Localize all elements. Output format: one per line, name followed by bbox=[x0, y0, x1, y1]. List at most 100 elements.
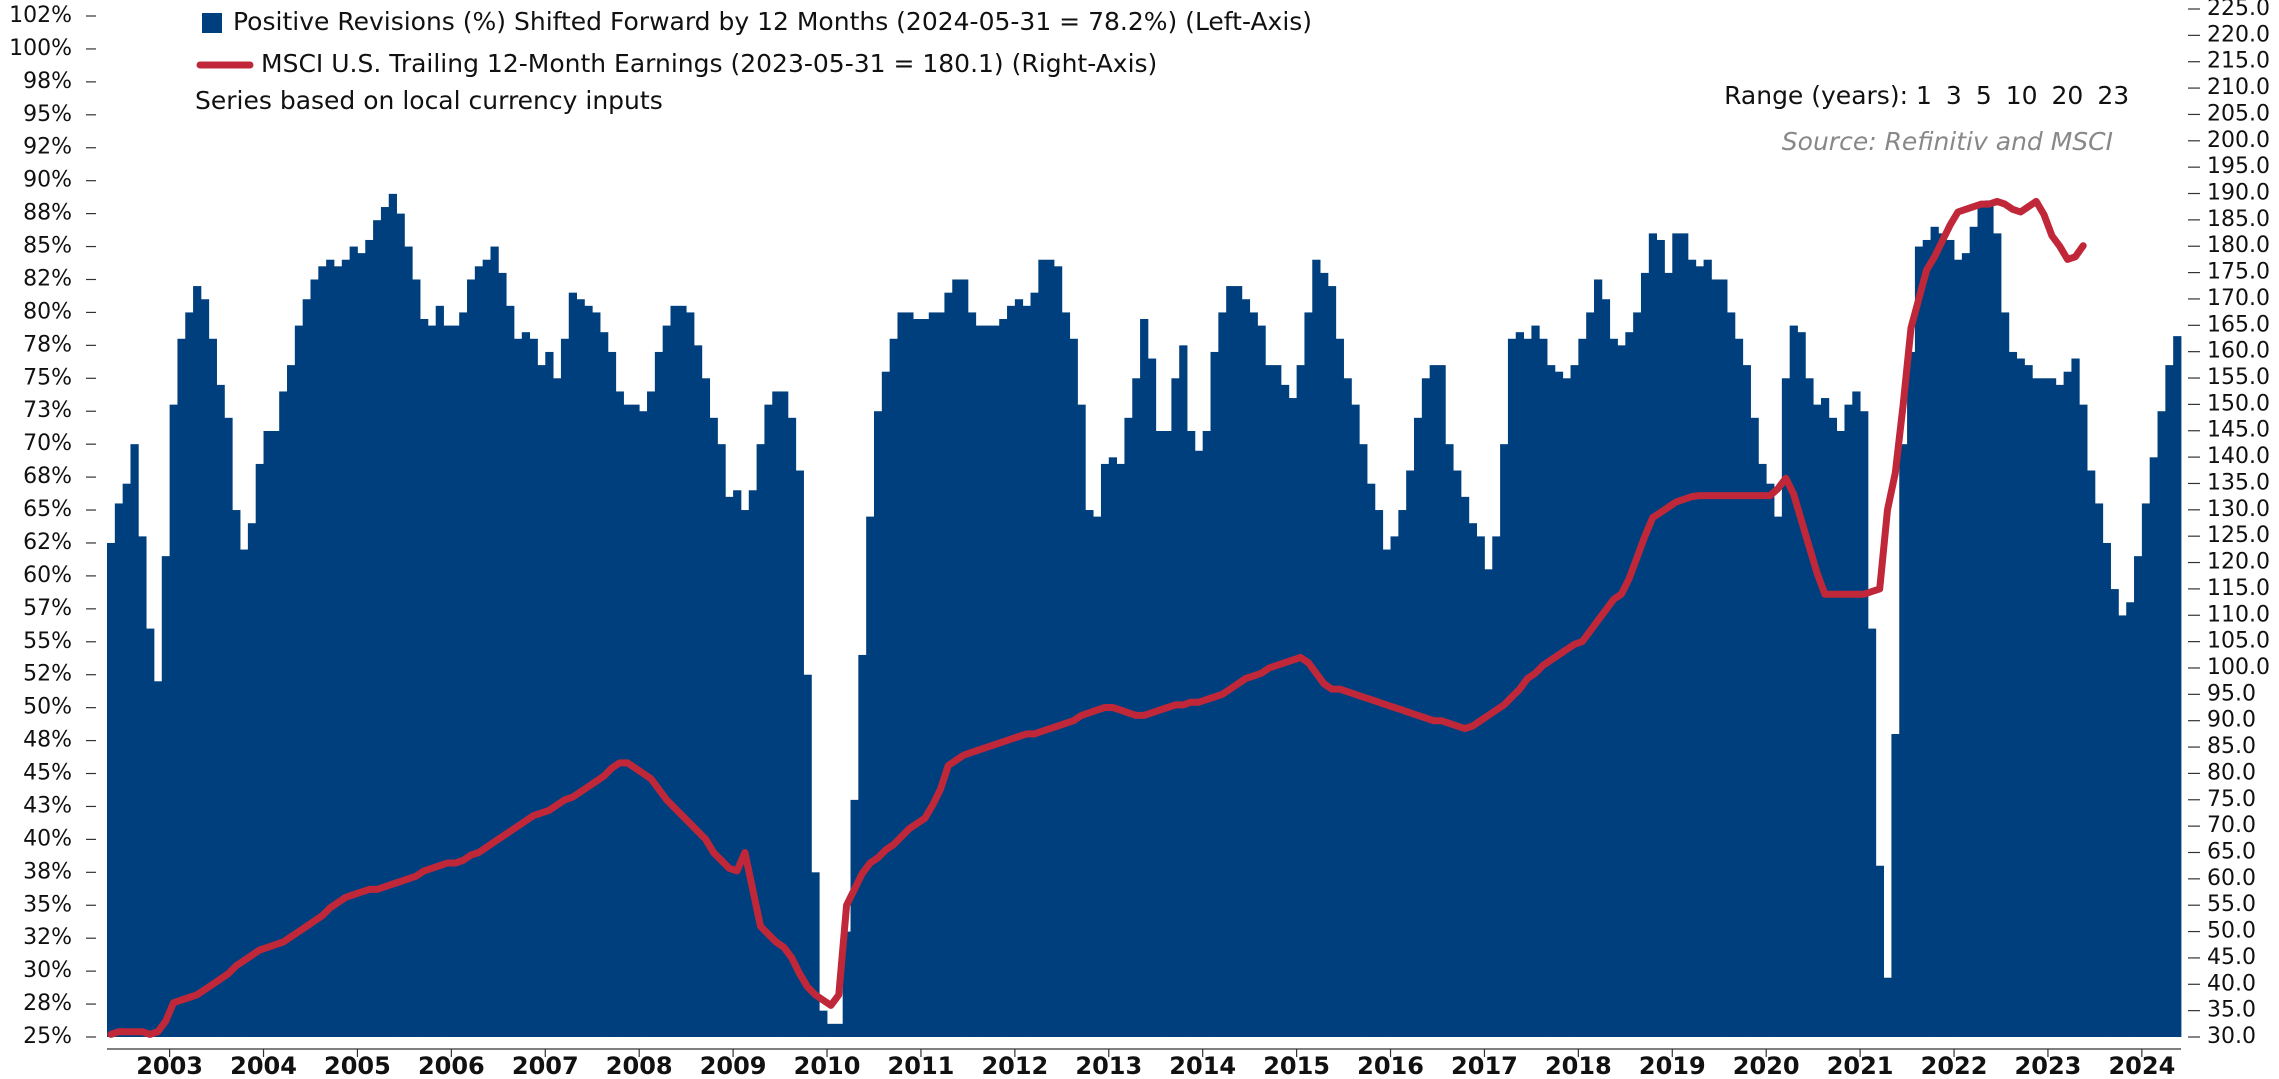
bar bbox=[1907, 351, 1916, 1038]
bar bbox=[435, 305, 444, 1037]
bar bbox=[1374, 510, 1384, 1038]
range-button[interactable]: 5 bbox=[1976, 81, 1992, 110]
bar bbox=[2126, 602, 2135, 1037]
x-tick-label: 2009 bbox=[700, 1052, 767, 1079]
range-label: Range (years): bbox=[1724, 81, 1908, 110]
bar bbox=[1680, 233, 1689, 1037]
bar bbox=[2016, 358, 2025, 1037]
bar bbox=[1046, 259, 1055, 1037]
bar bbox=[1280, 384, 1290, 1037]
bar bbox=[1218, 312, 1227, 1038]
y2-tick-label: 150.0 bbox=[2207, 391, 2270, 416]
range-button[interactable]: 3 bbox=[1946, 81, 1962, 110]
bar bbox=[443, 325, 452, 1038]
bar bbox=[1899, 444, 1908, 1038]
bar bbox=[122, 483, 131, 1038]
y2-tick-label: 190.0 bbox=[2207, 181, 2270, 206]
range-button[interactable]: 1 bbox=[1916, 81, 1932, 110]
bar bbox=[670, 305, 679, 1037]
bar bbox=[1241, 299, 1251, 1038]
range-button[interactable]: 10 bbox=[2006, 81, 2038, 110]
y2-tick-label: 180.0 bbox=[2207, 233, 2270, 258]
bar bbox=[1484, 569, 1493, 1037]
bar bbox=[1938, 233, 1947, 1037]
bar bbox=[1390, 536, 1399, 1037]
bar bbox=[287, 365, 296, 1038]
bar bbox=[787, 417, 797, 1038]
y-tick-label: 43% bbox=[23, 793, 72, 818]
y2-tick-label: 100.0 bbox=[2207, 655, 2270, 680]
y-tick-label: 62% bbox=[23, 530, 72, 555]
bar bbox=[717, 444, 726, 1038]
y2-tick-label: 145.0 bbox=[2207, 418, 2270, 443]
x-tick-label: 2012 bbox=[981, 1052, 1048, 1079]
bar bbox=[1406, 470, 1415, 1038]
y-tick-label: 90% bbox=[23, 168, 72, 193]
bar bbox=[1163, 430, 1172, 1038]
line bbox=[107, 197, 2087, 1038]
y2-tick-label: 55.0 bbox=[2207, 892, 2256, 917]
bar bbox=[952, 279, 961, 1037]
bar bbox=[1507, 338, 1517, 1038]
bar bbox=[1351, 404, 1360, 1038]
bar bbox=[1797, 332, 1806, 1037]
bar bbox=[654, 351, 664, 1038]
x-tick-label: 2010 bbox=[794, 1052, 861, 1079]
bar bbox=[678, 305, 687, 1037]
bar bbox=[1954, 259, 1963, 1037]
bar bbox=[1844, 404, 1853, 1038]
bar bbox=[427, 325, 437, 1038]
bar bbox=[686, 312, 695, 1038]
y-tick-label: 102% bbox=[9, 3, 72, 28]
y2-tick-label: 155.0 bbox=[2207, 365, 2270, 390]
y2-tick-label: 140.0 bbox=[2207, 444, 2270, 469]
bar bbox=[1703, 259, 1712, 1037]
y-tick-label: 85% bbox=[23, 234, 72, 259]
range-button[interactable]: 20 bbox=[2052, 81, 2084, 110]
bar bbox=[161, 556, 171, 1037]
bar bbox=[1523, 338, 1532, 1038]
bar bbox=[1124, 417, 1133, 1038]
bar bbox=[365, 239, 374, 1037]
bar bbox=[114, 503, 124, 1037]
bar bbox=[310, 279, 319, 1037]
bar bbox=[1820, 398, 1830, 1037]
range-button[interactable]: 23 bbox=[2097, 81, 2129, 110]
bar bbox=[1993, 233, 2002, 1037]
y2-tick-label: 125.0 bbox=[2207, 523, 2270, 548]
bar bbox=[1265, 365, 1274, 1038]
bar bbox=[232, 510, 241, 1038]
bar bbox=[529, 338, 538, 1038]
bar bbox=[1766, 483, 1775, 1038]
x-tick-label: 2018 bbox=[1545, 1052, 1612, 1079]
y-tick-label: 52% bbox=[23, 662, 72, 687]
bar bbox=[333, 266, 343, 1037]
bar bbox=[1836, 430, 1845, 1038]
bar bbox=[1594, 279, 1603, 1037]
bar bbox=[600, 332, 609, 1037]
y-tick-label: 40% bbox=[23, 826, 72, 851]
bar bbox=[1789, 325, 1798, 1038]
y2-tick-label: 75.0 bbox=[2207, 787, 2256, 812]
bar bbox=[185, 312, 194, 1038]
y2-tick-label: 165.0 bbox=[2207, 312, 2270, 337]
bar bbox=[1100, 463, 1110, 1037]
x-tick-label: 2022 bbox=[1921, 1052, 1988, 1079]
bar bbox=[459, 312, 468, 1038]
bar bbox=[1202, 430, 1211, 1038]
bar bbox=[725, 496, 734, 1038]
bar bbox=[1429, 365, 1438, 1038]
bar bbox=[279, 391, 288, 1038]
bar bbox=[2040, 378, 2049, 1038]
bar bbox=[2094, 503, 2104, 1037]
x-tick-label: 2013 bbox=[1075, 1052, 1142, 1079]
bar bbox=[1891, 733, 1900, 1037]
bar bbox=[1492, 536, 1501, 1037]
bar bbox=[2087, 470, 2096, 1038]
bar bbox=[404, 246, 413, 1037]
bar bbox=[193, 286, 202, 1038]
bar bbox=[1633, 312, 1642, 1038]
bar bbox=[928, 312, 937, 1038]
bar bbox=[130, 444, 139, 1038]
bar bbox=[1234, 286, 1243, 1038]
